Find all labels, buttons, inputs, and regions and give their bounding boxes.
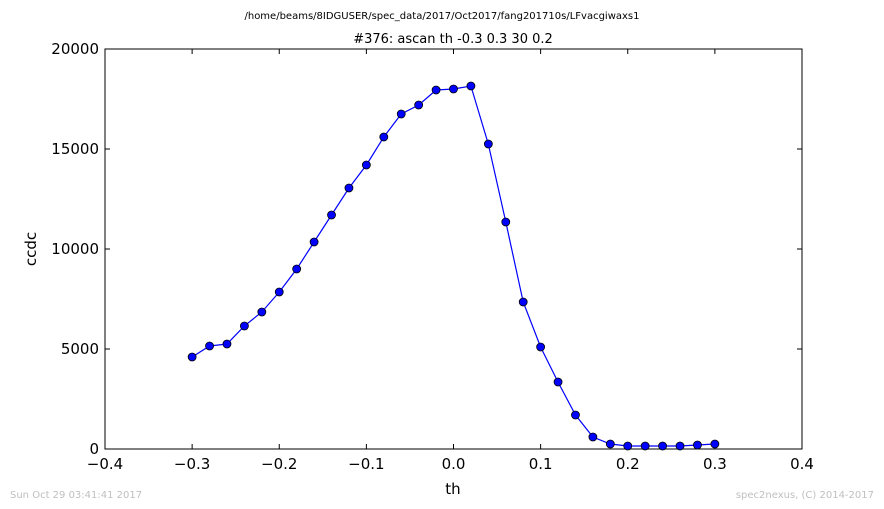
y-tick-label: 15000 [51,140,99,158]
x-tick-label: 0.0 [442,455,466,473]
data-point [187,352,197,362]
footer-timestamp: Sun Oct 29 03:41:41 2017 [10,490,143,501]
data-point [361,160,371,170]
data-point [623,441,633,451]
y-tick-label: 0 [89,440,99,458]
x-tick-label: 0.1 [529,455,553,473]
data-point [518,297,528,307]
x-tick-label: 0.3 [703,455,727,473]
data-point [483,139,493,149]
data-point [501,217,511,227]
footer-credit: spec2nexus, (C) 2014-2017 [735,490,874,501]
data-point [292,264,302,274]
data-point [327,210,336,220]
data-point [222,339,232,349]
data-point [693,440,702,450]
data-point [658,441,667,451]
data-point [605,439,615,449]
plot-area [104,48,803,450]
x-tick-label: −0.2 [261,455,297,473]
data-point [257,307,267,317]
data-point [449,84,458,94]
data-point [344,183,354,193]
x-tick-label: −0.4 [87,455,123,473]
series-group [187,81,720,451]
data-point [571,410,580,420]
data-point [675,441,685,451]
y-axis: 0 5000 10000 15000 20000 [51,40,802,458]
data-point [414,100,424,110]
data-point [536,342,546,352]
data-point [553,377,563,387]
y-axis-label: ccdc [22,232,40,266]
chart-title: #376: ascan th -0.3 0.3 30 0.2 [353,32,553,47]
data-point [205,341,214,351]
data-point [640,441,650,451]
data-point [588,432,598,442]
data-point [379,132,389,142]
x-axis-label: th [445,480,460,498]
data-point [431,85,441,95]
data-point [274,287,284,297]
x-tick-label: 0.2 [616,455,640,473]
x-tick-label: −0.1 [348,455,384,473]
data-point [466,81,476,91]
y-tick-label: 10000 [51,240,99,258]
data-point [396,109,406,119]
data-point [710,439,720,449]
data-point [239,321,249,331]
y-tick-label: 20000 [51,40,99,58]
data-point [309,237,319,247]
x-tick-label: 0.4 [790,455,814,473]
chart-suptitle: /home/beams/8IDGUSER/spec_data/2017/Oct2… [244,11,639,22]
x-tick-label: −0.3 [174,455,210,473]
y-tick-label: 5000 [61,340,99,358]
